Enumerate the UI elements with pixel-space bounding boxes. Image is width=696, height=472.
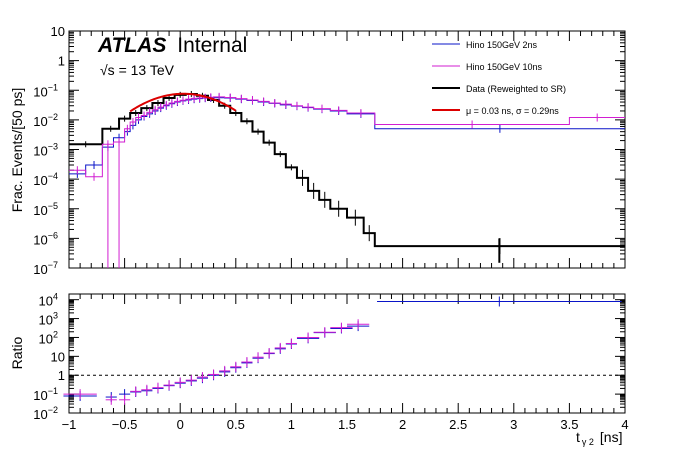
legend-label: μ = 0.03 ns, σ = 0.29ns — [466, 106, 559, 116]
top-panel: 10−7 10−6 10−5 10−4 10−3 10−2 10−11 10 Frac. Ev… — [9, 24, 626, 277]
x-tick-label: 2 — [399, 417, 406, 432]
x-tick-label: 3 — [510, 417, 517, 432]
x-tick-label: 1 — [288, 417, 295, 432]
y-tick-label: 1 — [58, 54, 65, 69]
legend-label: Data (Reweighted to SR) — [466, 84, 566, 94]
y-tick-label: 10−4 — [33, 171, 58, 188]
top-y-axis: 10−7 10−6 10−5 10−4 10−3 10−2 10−11 10 — [33, 24, 625, 277]
y-tick-label: 10−3 — [33, 142, 58, 159]
y-tick-label: 10−1 — [33, 386, 58, 403]
legend-label: Hino 150GeV 2ns — [466, 40, 538, 50]
top-series-group — [69, 90, 625, 268]
atlas-label: ATLAS Internal — [97, 34, 247, 57]
y-tick-label: 102 — [39, 329, 58, 346]
y-tick-label: 10−2 — [33, 112, 58, 129]
gaussian-fit-curve — [129, 92, 237, 113]
x-tick-label: 1.5 — [338, 417, 356, 432]
y-tick-label: 10−7 — [33, 260, 58, 277]
series-line — [69, 92, 625, 248]
y-tick-label: 10−1 — [33, 82, 58, 99]
y-tick-label: 10 — [51, 24, 65, 39]
y-tick-label: 10−6 — [33, 230, 58, 247]
y-tick-label: 1 — [58, 368, 65, 383]
y-tick-label: 10−5 — [33, 201, 58, 218]
y-tick-label: 103 — [39, 311, 58, 328]
y-tick-label: 10−2 — [33, 405, 58, 422]
series-line — [69, 96, 625, 178]
x-tick-label: 4 — [621, 417, 628, 432]
energy-label: √s = 13 TeV — [100, 62, 175, 78]
top-x-ticks — [68, 31, 626, 268]
legend-label: Hino 150GeV 10ns — [466, 62, 543, 72]
x-tick-label: 2.5 — [449, 417, 467, 432]
x-axis: −1 −0.5 0 0.5 1 1.5 2 2.5 3 3.5 4 — [62, 294, 629, 432]
x-tick-label: 0.5 — [227, 417, 245, 432]
legend: Hino 150GeV 2ns Hino 150GeV 10ns Data (Rew… — [432, 40, 566, 116]
top-y-axis-label: Frac. Events/[50 ps] — [9, 88, 25, 213]
x-tick-label: 0 — [177, 417, 184, 432]
y-tick-label: 104 — [39, 292, 58, 309]
ratio-series-group — [63, 296, 622, 405]
ratio-y-axis-label: Ratio — [9, 336, 25, 369]
x-tick-label: −1 — [62, 417, 77, 432]
y-tick-label: 10 — [51, 349, 65, 364]
x-tick-label: −0.5 — [112, 417, 138, 432]
ratio-plot-frame — [68, 293, 626, 414]
x-tick-label: 3.5 — [560, 417, 578, 432]
